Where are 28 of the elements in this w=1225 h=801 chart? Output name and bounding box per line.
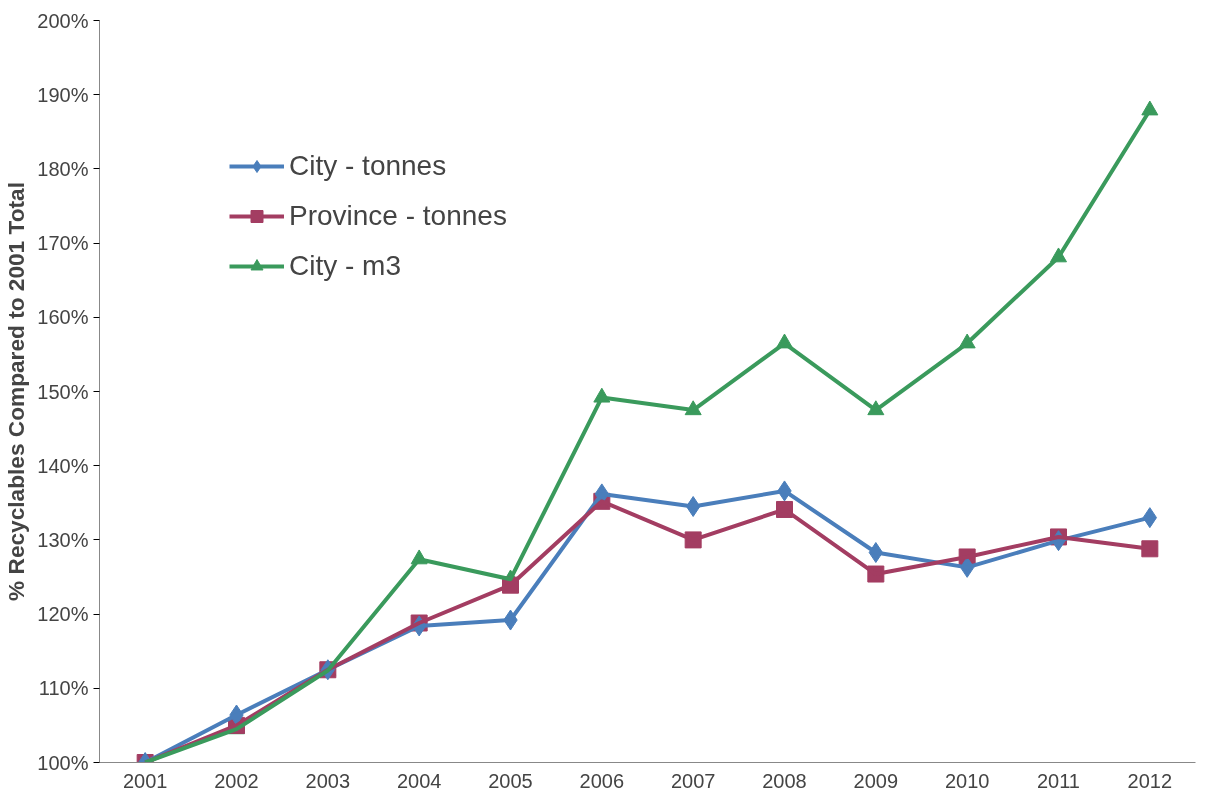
y-tick-label: 170% bbox=[37, 232, 89, 255]
x-tick-label: 2006 bbox=[579, 769, 625, 792]
y-tick-label: 180% bbox=[37, 157, 89, 180]
x-tick-label: 2007 bbox=[670, 769, 716, 792]
x-tick-label: 2001 bbox=[122, 769, 168, 792]
y-tick-label: 140% bbox=[37, 454, 89, 477]
point bbox=[1141, 100, 1159, 116]
y-tick-label: 200% bbox=[37, 9, 89, 32]
x-tick-label: 2009 bbox=[853, 769, 899, 792]
x-tick-label: 2011 bbox=[1037, 769, 1081, 792]
x-tick-label: 2002 bbox=[214, 769, 259, 792]
y-tick-label: 110% bbox=[38, 677, 89, 700]
legend-label: City - tonnes bbox=[289, 150, 447, 182]
x-tick-label: 2003 bbox=[305, 769, 351, 792]
legend-label: Province - tonnes bbox=[289, 200, 507, 232]
y-tick-label: 130% bbox=[37, 528, 89, 551]
x-tick-label: 2004 bbox=[396, 769, 442, 792]
y-tick-label: 160% bbox=[37, 306, 89, 329]
x-tick-label: 2010 bbox=[944, 769, 990, 792]
y-tick-label: 190% bbox=[37, 83, 89, 106]
legend-label: City - m3 bbox=[289, 250, 401, 282]
y-axis-title: % Recyclables Compared to 2001 Total bbox=[3, 182, 30, 601]
y-tick-label: 100% bbox=[37, 751, 89, 774]
x-tick-label: 2012 bbox=[1127, 769, 1173, 792]
x-tick-label: 2005 bbox=[488, 769, 533, 792]
y-tick-label: 150% bbox=[37, 380, 89, 403]
y-tick-label: 120% bbox=[37, 603, 89, 626]
x-tick-label: 2008 bbox=[762, 769, 807, 792]
